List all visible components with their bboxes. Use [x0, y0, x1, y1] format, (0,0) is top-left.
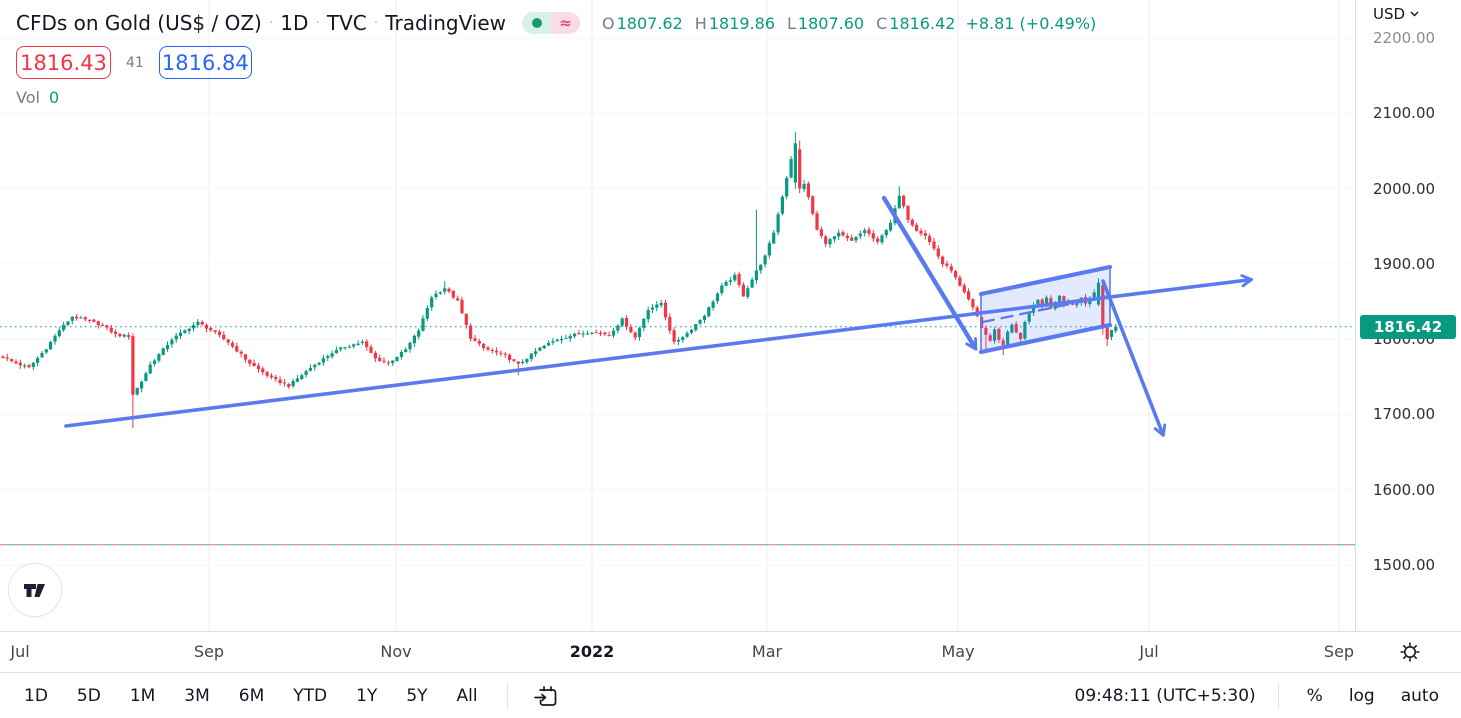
price-axis-label: 2000.00: [1373, 180, 1436, 198]
time-axis-label: Nov: [380, 642, 412, 661]
close-value: 1816.42: [889, 13, 956, 33]
log-scale-button[interactable]: log: [1348, 686, 1375, 706]
toolbar-divider: [506, 683, 508, 709]
volume-legend: Vol 0: [16, 88, 1096, 107]
high-value: 1819.86: [708, 13, 775, 33]
ohlc-values: O 1807.62 H 1819.86 L 1807.60 C 1816.42 +8.8…: [602, 14, 1096, 33]
time-axis-label: Jul: [10, 642, 30, 661]
last-price-badge: 1816.42: [1360, 315, 1456, 339]
range-button-5y[interactable]: 5Y: [406, 686, 428, 706]
time-axis-label: 2022: [569, 642, 615, 661]
price-axis[interactable]: USD 2200.00 2100.00 2000.00 1900.00 1800.00 1…: [1355, 0, 1461, 631]
toolbar-right-group: 09:48:11 (UTC+5:30) % log auto: [1075, 683, 1439, 709]
time-axis-label: Mar: [751, 642, 783, 661]
sell-price-button[interactable]: 1816.43: [16, 46, 111, 79]
price-axis-label: 1700.00: [1373, 405, 1436, 423]
range-button-all[interactable]: All: [456, 686, 478, 706]
price-axis-label: 2100.00: [1373, 104, 1436, 122]
time-axis-label: Sep: [1323, 642, 1355, 661]
open-value: 1807.62: [616, 13, 683, 33]
low-label: L: [787, 13, 796, 33]
time-axis-label: Jul: [1139, 642, 1159, 661]
chart-legend: CFDs on Gold (US$ / OZ) · 1D · TVC · Tra…: [16, 8, 1096, 107]
drawing-tools[interactable]: [64, 195, 1254, 437]
chevron-down-icon: [1410, 11, 1419, 17]
separator-dot: ·: [373, 15, 379, 31]
range-button-ytd[interactable]: YTD: [293, 686, 328, 706]
delayed-data-icon: ≈: [551, 12, 581, 34]
range-button-1m[interactable]: 1M: [129, 686, 156, 706]
high-label: H: [694, 13, 707, 33]
range-button-1d[interactable]: 1D: [24, 686, 48, 706]
grid-lines: [0, 0, 1355, 630]
time-axis-label: Sep: [193, 642, 225, 661]
separator-dot: ·: [315, 15, 320, 31]
ascending-trendline-arrow: [64, 274, 1254, 428]
sun-icon: [1400, 642, 1420, 662]
currency-selector[interactable]: USD: [1373, 5, 1419, 23]
tradingview-brand-link[interactable]: TradingView: [385, 11, 507, 35]
price-axis-label: 1600.00: [1373, 481, 1436, 499]
clock-timezone-button[interactable]: 09:48:11 (UTC+5:30): [1074, 686, 1256, 706]
volume-label: Vol: [16, 88, 40, 107]
toolbar-divider: [1277, 683, 1279, 709]
time-axis[interactable]: Jul Sep Nov 2022 Mar May Jul Sep: [0, 631, 1461, 673]
candlestick-series: [1, 132, 1118, 428]
calendar-arrow-icon: [533, 686, 556, 706]
down-arrow-1: [881, 195, 978, 351]
symbol-title[interactable]: CFDs on Gold (US$ / OZ): [16, 11, 262, 35]
go-to-date-button[interactable]: [532, 682, 560, 710]
theme-sun-icon[interactable]: [1398, 640, 1422, 668]
price-axis-label: 1900.00: [1373, 255, 1436, 273]
interval-label[interactable]: 1D: [280, 11, 309, 35]
percent-scale-button[interactable]: %: [1306, 686, 1323, 706]
price-axis-label: 1500.00: [1373, 556, 1436, 574]
currency-label: USD: [1373, 5, 1406, 23]
candlestick-chart[interactable]: [0, 0, 1355, 630]
range-button-3m[interactable]: 3M: [184, 686, 210, 706]
close-label: C: [876, 13, 888, 33]
change-value: +8.81 (+0.49%): [965, 13, 1097, 33]
market-status-pill[interactable]: ≈: [522, 12, 581, 34]
buy-price-button[interactable]: 1816.84: [158, 46, 252, 79]
low-value: 1807.60: [797, 13, 865, 33]
time-axis-label: May: [941, 642, 975, 661]
date-range-buttons: 1D 5D 1M 3M 6M YTD 1Y 5Y All: [24, 686, 507, 706]
spread-value: 41: [126, 54, 144, 71]
range-button-1y[interactable]: 1Y: [356, 686, 378, 706]
open-label: O: [602, 13, 615, 33]
bottom-toolbar: 1D 5D 1M 3M 6M YTD 1Y 5Y All 09:48:11 (UTC+5:30)…: [0, 672, 1461, 718]
separator-dot: ·: [268, 15, 274, 31]
market-open-icon: [522, 12, 552, 34]
range-button-5d[interactable]: 5D: [76, 686, 101, 706]
price-axis-label: 2200.00: [1373, 29, 1436, 47]
exchange-label: TVC: [326, 11, 367, 35]
range-button-6m[interactable]: 6M: [238, 686, 265, 706]
tv-logo-icon: [24, 584, 45, 597]
volume-value: 0: [48, 88, 60, 107]
auto-scale-button[interactable]: auto: [1400, 686, 1439, 706]
down-arrow-2: [1101, 279, 1167, 437]
tradingview-logo[interactable]: [8, 563, 62, 617]
